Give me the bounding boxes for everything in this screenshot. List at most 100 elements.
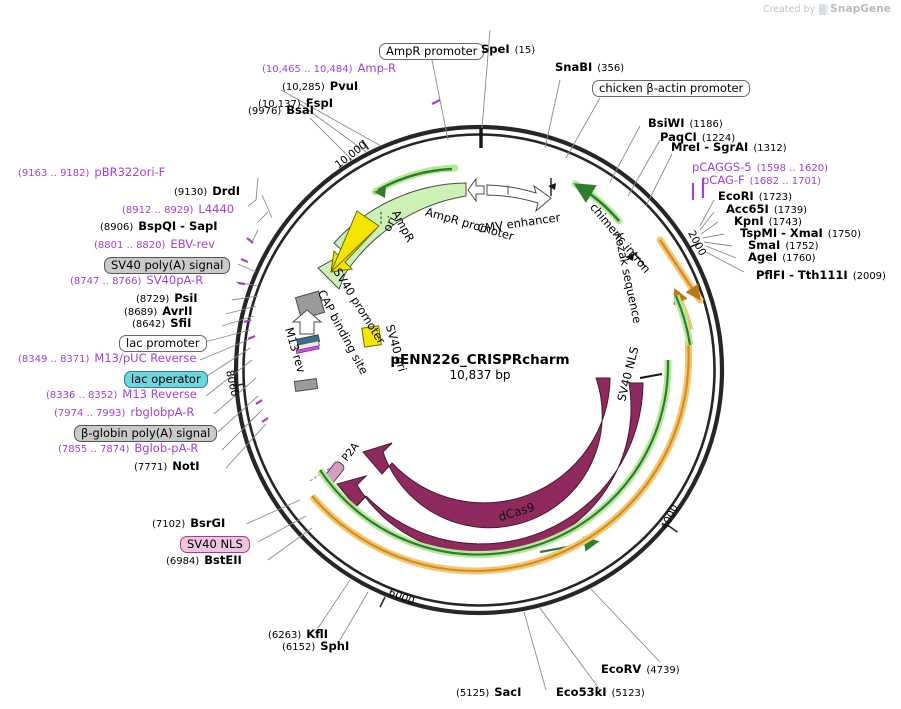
label-m13puc-reverse[interactable]: (8349 .. 8371) M13/pUC Reverse [18,352,196,366]
rbglobpa-r-name: rbglobpA-R [130,405,195,419]
label-sphi[interactable]: (6152) SphI [282,640,349,654]
spei-pos: (15) [514,45,536,56]
l4440-name: L4440 [198,202,235,216]
pflfi-name: PflFI - Tth111I [756,268,848,282]
bspqi-pos: (8906) [100,222,134,233]
kfli-name: KflI [306,627,328,641]
label-saci[interactable]: (5125) SacI [456,686,521,700]
label-snabi[interactable]: SnaBI (356) [555,61,624,75]
ebv-rev-name: EBV-rev [170,237,215,251]
label-ecori[interactable]: EcoRI (1723) [718,190,792,204]
avrii-pos: (8689) [124,307,158,318]
ruler-ticks [232,139,700,608]
psii-pos: (8729) [136,294,170,305]
label-lac-promoter[interactable]: lac promoter [119,334,207,353]
label-ampr-promoter-chip[interactable]: AmpR promoter [379,42,485,61]
label-sfii[interactable]: (8642) SfiI [132,317,191,331]
label-kfli[interactable]: (6263) KflI [268,628,328,642]
promoter-arc-ampr [371,164,459,198]
smai-pos: (1752) [785,241,819,252]
paqci-pos: (1224) [701,133,736,144]
drdi-pos: (9130) [174,187,208,198]
bglobin-polya-chip-text: β-globin poly(A) signal [74,425,218,443]
plasmid-size: 10,837 bp [449,368,511,382]
label-tspmi-xmai[interactable]: TspMI - XmaI (1750) [740,227,861,241]
feature-sv40-nls-ticks [639,373,663,383]
label-bsrgi[interactable]: (7102) BsrGI [152,517,225,531]
label-noti[interactable]: (7771) NotI [134,460,200,474]
label-pvui[interactable]: (10,285) PvuI [282,80,358,94]
label-kpni[interactable]: KpnI (1743) [734,215,802,229]
plasmid-name: pENN226_CRISPRcharm [390,352,570,368]
label-drdi[interactable]: (9130) DrdI [174,185,240,199]
label-m13-reverse[interactable]: (8336 .. 8352) M13 Reverse [46,388,197,402]
label-smai[interactable]: SmaI (1752) [748,239,819,253]
label-bspqi-sapi[interactable]: (8906) BspQI - SapI [100,220,218,234]
snabi-name: SnaBI [555,60,593,74]
kpni-name: KpnI [734,214,764,228]
kfli-pos: (6263) [268,630,302,641]
tspmi-pos: (1750) [827,229,862,240]
label-agei[interactable]: AgeI (1760) [748,251,815,265]
spei-name: SpeI [481,42,510,56]
label-psii[interactable]: (8729) PsiI [136,292,198,306]
label-bsiwi[interactable]: BsiWI (1186) [648,117,723,131]
sphi-name: SphI [320,639,350,653]
label-mrei-sgrai[interactable]: MreI - SgrAI (1312) [671,141,787,155]
paqci-name: PaqCI [660,130,697,144]
label-pcaggs-5[interactable]: pCAGGS-5 (1598 .. 1620) [692,161,828,175]
label-avrii[interactable]: (8689) AvrII [124,305,192,319]
mrei-name: MreI - SgrAI [671,140,749,154]
label-eco53ki[interactable]: Eco53kI (5123) [556,686,645,700]
eco53ki-name: Eco53kI [556,685,607,699]
label-bstEII[interactable]: (6984) BstEII [166,554,242,568]
bsrgi-pos: (7102) [152,519,186,530]
amp-r-name: Amp-R [357,61,397,75]
label-pbr322ori-f[interactable]: (9163 .. 9182) pBR322ori-F [18,166,165,180]
lac-promoter-chip-text: lac promoter [119,335,207,353]
label-amp-r[interactable]: (10,465 .. 10,484) Amp-R [262,62,396,76]
label-bglob-pa-r[interactable]: (7855 .. 7874) Bglob-pA-R [58,442,198,456]
label-paqci[interactable]: PaqCI (1224) [660,131,735,145]
pcagf-name: pCAG-F [702,173,745,187]
label-acc65i[interactable]: Acc65I (1739) [726,203,807,217]
label-sv40pa-r[interactable]: (8747 .. 8766) SV40pA-R [70,274,203,288]
label-sv40-polya-signal[interactable]: SV40 poly(A) signal [104,256,231,275]
label-bsai[interactable]: (9976) BsaI [248,104,314,118]
snapgene-watermark: Created by SnapGene [763,3,891,15]
label-spei[interactable]: SpeI (15) [481,43,535,57]
label-rbglobpa-r[interactable]: (7974 .. 7993) rbglobpA-R [54,406,194,420]
label-chicken-beta-actin[interactable]: chicken β-actin promoter [592,79,751,98]
m13puc-rev-name: M13/pUC Reverse [94,351,197,365]
label-sv40-nls[interactable]: SV40 NLS [180,535,250,554]
feature-chimeric-intron [571,180,623,225]
snabi-pos: (356) [597,63,625,74]
label-l4440[interactable]: (8912 .. 8929) L4440 [122,203,234,217]
ecori-pos: (1723) [758,192,792,203]
pcaggs5-name: pCAGGS-5 [692,160,752,174]
watermark-brand: SnapGene [830,3,891,15]
avrii-name: AvrII [162,304,193,318]
saci-name: SacI [494,685,522,699]
label-ecorv[interactable]: EcoRV (4739) [601,663,680,677]
bsai-name: BsaI [286,103,314,117]
label-lac-operator[interactable]: lac operator [124,370,208,389]
pvui-pos: (10,285) [282,82,325,93]
pvui-name: PvuI [329,79,359,93]
label-pcag-f[interactable]: pCAG-F (1682 .. 1701) [702,174,821,188]
feature-cmv-enhancer [486,184,552,213]
rbglobpa-r-pos: (7974 .. 7993) [54,408,126,419]
label-bglobin-polya-signal[interactable]: β-globin poly(A) signal [74,424,218,443]
label-fspi[interactable]: (10,137) FspI [258,97,333,111]
sv40-nls-chip-text: SV40 NLS [180,536,250,554]
feature-ampr-promoter [467,177,485,203]
chicken-beta-actin-chip-text: chicken β-actin promoter [592,80,751,98]
label-ebv-rev[interactable]: (8801 .. 8820) EBV-rev [94,238,215,252]
feature-m13-rev [293,377,319,393]
promoter-arc-right [672,294,694,346]
pbr322ori-f-name: pBR322ori-F [94,165,166,179]
label-pflfi-tth111i[interactable]: PflFI - Tth111I (2009) [756,269,886,283]
m13-reverse-name: M13 Reverse [122,387,197,401]
